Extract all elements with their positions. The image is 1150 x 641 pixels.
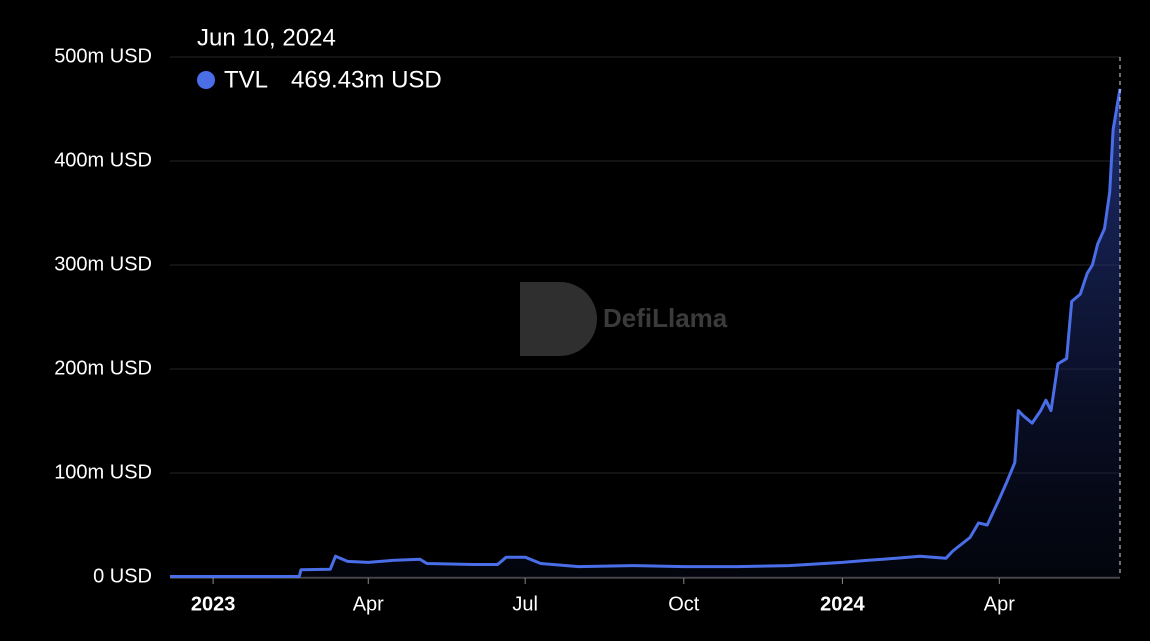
legend-marker [197, 71, 215, 89]
watermark-group: DefiLlama [520, 282, 728, 356]
x-tick-label: Oct [668, 593, 700, 615]
y-tick-label: 400m USD [54, 149, 152, 171]
x-tick-label: 2023 [191, 593, 236, 615]
watermark: DefiLlama [603, 303, 728, 333]
x-tick-label: Apr [984, 593, 1015, 615]
y-tick-label: 500m USD [54, 45, 152, 67]
y-tick-label: 0 USD [93, 565, 152, 587]
y-tick-label: 300m USD [54, 253, 152, 275]
tooltip-value: 469.43m USD [291, 66, 442, 93]
tooltip-date: Jun 10, 2024 [197, 24, 336, 51]
watermark-logo [520, 282, 597, 356]
area-fill [170, 88, 1120, 578]
legend-label: TVL [224, 66, 268, 93]
x-tick-label: Apr [353, 593, 384, 615]
y-tick-label: 100m USD [54, 461, 152, 483]
x-tick-label: Jul [512, 593, 538, 615]
x-tick-label: 2024 [820, 593, 865, 615]
y-tick-label: 200m USD [54, 357, 152, 379]
line-series [170, 88, 1122, 578]
